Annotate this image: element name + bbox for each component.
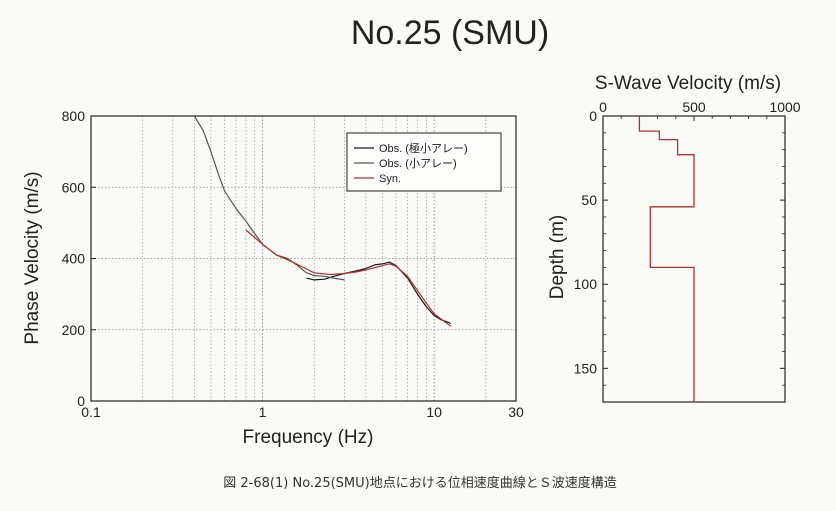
- phase-velocity-xlabel: Frequency (Hz): [243, 427, 374, 448]
- s-wave-ylabel: Depth (m): [547, 215, 568, 299]
- legend-label-obs-mini: Obs. (極小アレー): [379, 141, 468, 155]
- legend: Obs. (極小アレー) Obs. (小アレー) Syn.: [346, 132, 502, 192]
- y-tick-label: 0: [589, 108, 597, 124]
- legend-label-obs-small: Obs. (小アレー): [379, 157, 457, 170]
- y-tick-label: 50: [581, 192, 597, 208]
- y-tick-label: 200: [62, 322, 86, 338]
- y-tick-label: 400: [62, 251, 86, 267]
- y-tick-label: 150: [574, 360, 598, 376]
- phase-velocity-ticks: 0 200 400 600 800 0.1 1 10 30: [62, 108, 524, 420]
- series-line-1: [193, 115, 345, 281]
- phase-velocity-chart: 0 200 400 600 800 0.1 1 10 30 Frequency (Hz) Pha…: [22, 108, 524, 448]
- legend-label-syn: Syn.: [379, 173, 401, 185]
- figure-caption: 図 2-68(1) No.25(SMU)地点における位相速度曲線とＳ波速度構造: [223, 475, 616, 491]
- phase-velocity-ylabel: Phase Velocity (m/s): [22, 171, 43, 344]
- page-title: No.25 (SMU): [351, 14, 549, 52]
- y-tick-label: 0: [77, 393, 85, 409]
- x-tick-label: 30: [508, 404, 524, 420]
- x-tick-label: 1: [259, 404, 267, 420]
- s-wave-profile-chart: S-Wave Velocity (m/s) 0 500 1000050100150 …: [547, 73, 801, 403]
- phase-velocity-series: [193, 115, 452, 327]
- y-tick-label: 100: [574, 276, 598, 292]
- series-line-0: [306, 261, 452, 324]
- series-line-2: [245, 229, 452, 327]
- y-tick-label: 600: [62, 179, 86, 195]
- s-wave-title: S-Wave Velocity (m/s): [595, 73, 781, 94]
- x-tick-label: 500: [682, 99, 706, 115]
- x-tick-label: 0: [599, 99, 607, 115]
- x-tick-label: 10: [426, 404, 442, 420]
- s-wave-ticks: 0 500 1000 0 50 100 150: [574, 99, 801, 386]
- velocity-profile-line-0: [638, 116, 695, 402]
- s-wave-series: [638, 116, 695, 402]
- x-tick-label: 0.1: [81, 404, 101, 420]
- x-tick-label: 1000: [769, 99, 800, 115]
- y-tick-label: 800: [62, 108, 86, 124]
- legend-box: [346, 132, 502, 192]
